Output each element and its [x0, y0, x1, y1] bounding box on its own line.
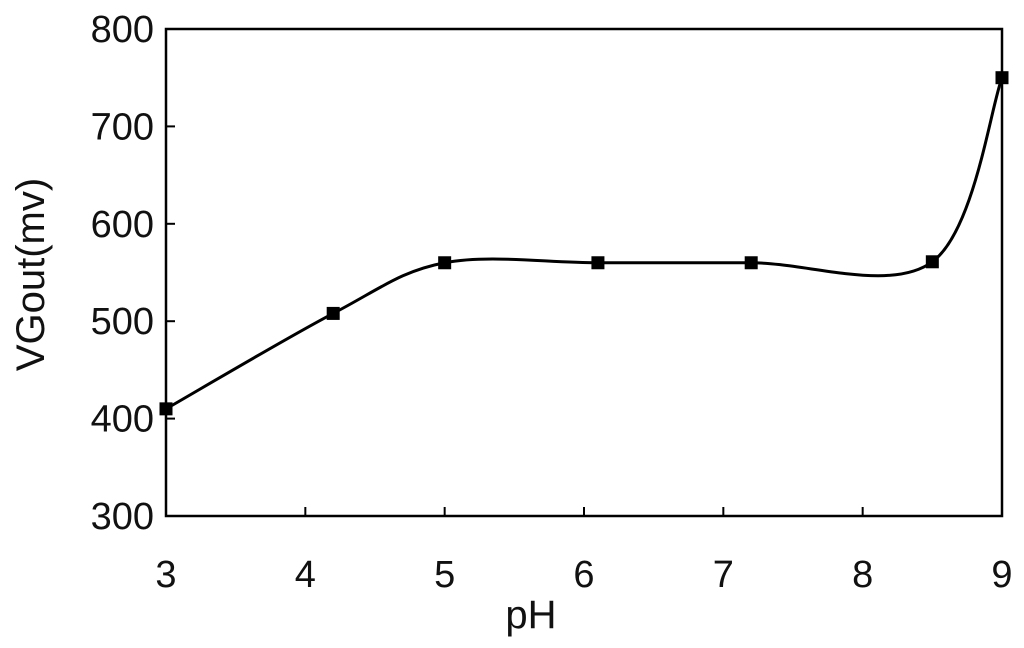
data-markers [159, 71, 1009, 416]
x-axis-ticks [165, 507, 1003, 516]
y-tick-label: 700 [91, 106, 154, 148]
y-tick-label: 400 [91, 399, 154, 441]
x-tick-label: 4 [295, 554, 316, 596]
y-axis-title: VGout(mv) [9, 178, 53, 371]
y-axis-ticks [166, 28, 175, 517]
x-tick-label: 8 [852, 554, 873, 596]
x-tick-label: 5 [434, 554, 455, 596]
x-axis-title: pH [505, 593, 556, 637]
x-tick-label: 6 [573, 554, 594, 596]
data-point [591, 256, 605, 270]
y-tick-label: 500 [91, 301, 154, 343]
data-point [925, 255, 939, 269]
plot-frame [164, 27, 1004, 518]
series-line [165, 77, 1004, 411]
data-point [159, 402, 173, 416]
x-tick-label: 7 [713, 554, 734, 596]
y-tick-label: 800 [91, 9, 154, 51]
x-tick-label: 9 [991, 554, 1012, 596]
x-tick-label: 3 [155, 554, 176, 596]
y-axis-tick-labels: 300 400 500 600 700 800 [91, 9, 154, 538]
data-point [995, 71, 1009, 85]
y-tick-label: 300 [91, 496, 154, 538]
data-point [326, 306, 340, 320]
data-point [438, 256, 452, 270]
x-axis-tick-labels: 3 4 5 6 7 8 9 [155, 554, 1012, 596]
y-tick-label: 600 [91, 204, 154, 246]
data-point [744, 256, 758, 270]
